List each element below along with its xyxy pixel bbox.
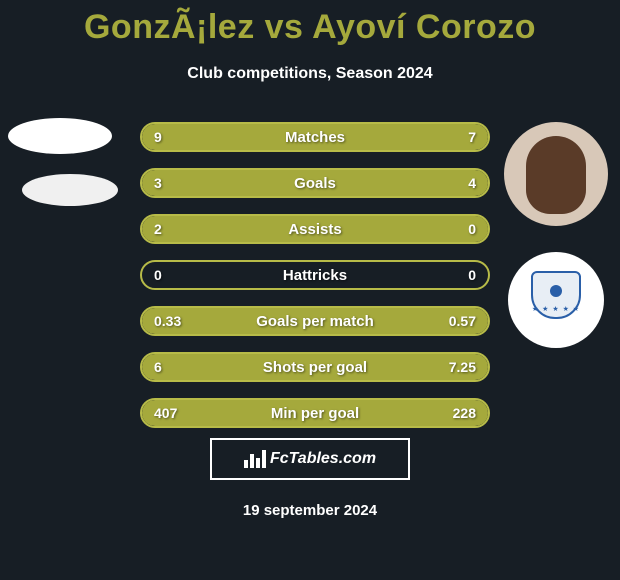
- stat-label: Goals per match: [142, 313, 488, 330]
- stat-right-value: 7: [468, 129, 476, 145]
- stat-row: 407Min per goal228: [140, 398, 490, 428]
- player1-avatar: [8, 118, 112, 154]
- stat-row: 2Assists0: [140, 214, 490, 244]
- stat-row: 0Hattricks0: [140, 260, 490, 290]
- stat-right-value: 228: [453, 405, 476, 421]
- stat-label: Hattricks: [142, 267, 488, 284]
- stat-row: 9Matches7: [140, 122, 490, 152]
- crest-icon: ★ ★ ★ ★ ★: [531, 271, 581, 329]
- stat-right-value: 0.57: [449, 313, 476, 329]
- stat-row: 3Goals4: [140, 168, 490, 198]
- stats-panel: 9Matches73Goals42Assists00Hattricks00.33…: [140, 122, 490, 444]
- stat-label: Shots per goal: [142, 359, 488, 376]
- player2-club-crest: ★ ★ ★ ★ ★: [508, 252, 604, 348]
- brand-text: FcTables.com: [270, 450, 376, 468]
- stat-right-value: 0: [468, 221, 476, 237]
- player2-avatar: [504, 122, 608, 226]
- page-title: GonzÃ¡lez vs Ayoví Corozo: [0, 0, 620, 47]
- stat-row: 6Shots per goal7.25: [140, 352, 490, 382]
- stat-label: Min per goal: [142, 405, 488, 422]
- brand-badge[interactable]: FcTables.com: [210, 438, 410, 480]
- stat-label: Goals: [142, 175, 488, 192]
- stat-right-value: 4: [468, 175, 476, 191]
- player1-club-crest: [22, 174, 118, 206]
- stat-label: Assists: [142, 221, 488, 238]
- bar-chart-icon: [244, 450, 266, 468]
- stat-right-value: 0: [468, 267, 476, 283]
- stat-right-value: 7.25: [449, 359, 476, 375]
- page-subtitle: Club competitions, Season 2024: [0, 65, 620, 83]
- stat-label: Matches: [142, 129, 488, 146]
- stat-row: 0.33Goals per match0.57: [140, 306, 490, 336]
- date-label: 19 september 2024: [0, 502, 620, 519]
